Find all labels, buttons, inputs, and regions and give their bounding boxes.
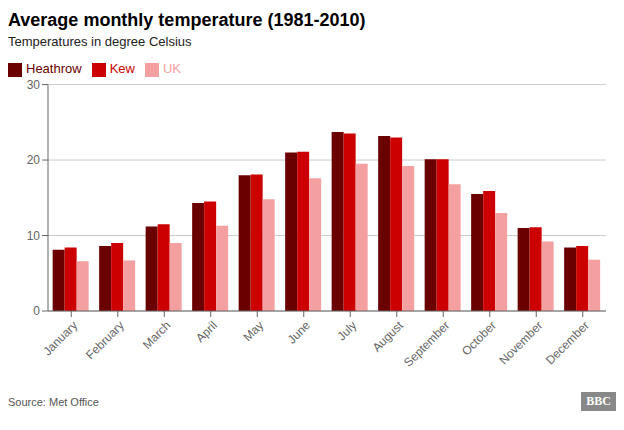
svg-text:20: 20 (27, 153, 41, 167)
svg-text:June: June (285, 318, 314, 347)
svg-text:0: 0 (33, 304, 40, 318)
svg-text:July: July (334, 318, 359, 343)
html-text:Kew: Kew (109, 61, 135, 76)
html-text:Source: Met Office: Source: Met Office (8, 395, 99, 408)
svg-text:August: August (370, 318, 407, 355)
svg-text:30: 30 (27, 78, 41, 92)
svg-text:December: December (543, 318, 592, 367)
svg-text:May: May (241, 318, 267, 344)
html-text:UK: UK (162, 61, 181, 76)
html-text:BBC: BBC (586, 394, 611, 408)
svg-text:January: January (40, 318, 80, 358)
html-text:Heathrow: Heathrow (26, 61, 82, 76)
svg-text:September: September (401, 318, 452, 369)
svg-text:February: February (83, 318, 127, 362)
svg-text:October: October (459, 318, 499, 358)
html-text:Temperatures in degree Celsius: Temperatures in degree Celsius (8, 34, 192, 49)
svg-text:November: November (496, 318, 545, 367)
html-text:Average monthly temperature (1: Average monthly temperature (1981-2010) (8, 10, 366, 30)
svg-text:April: April (193, 318, 220, 345)
svg-text:10: 10 (27, 229, 41, 243)
svg-text:March: March (140, 318, 173, 351)
